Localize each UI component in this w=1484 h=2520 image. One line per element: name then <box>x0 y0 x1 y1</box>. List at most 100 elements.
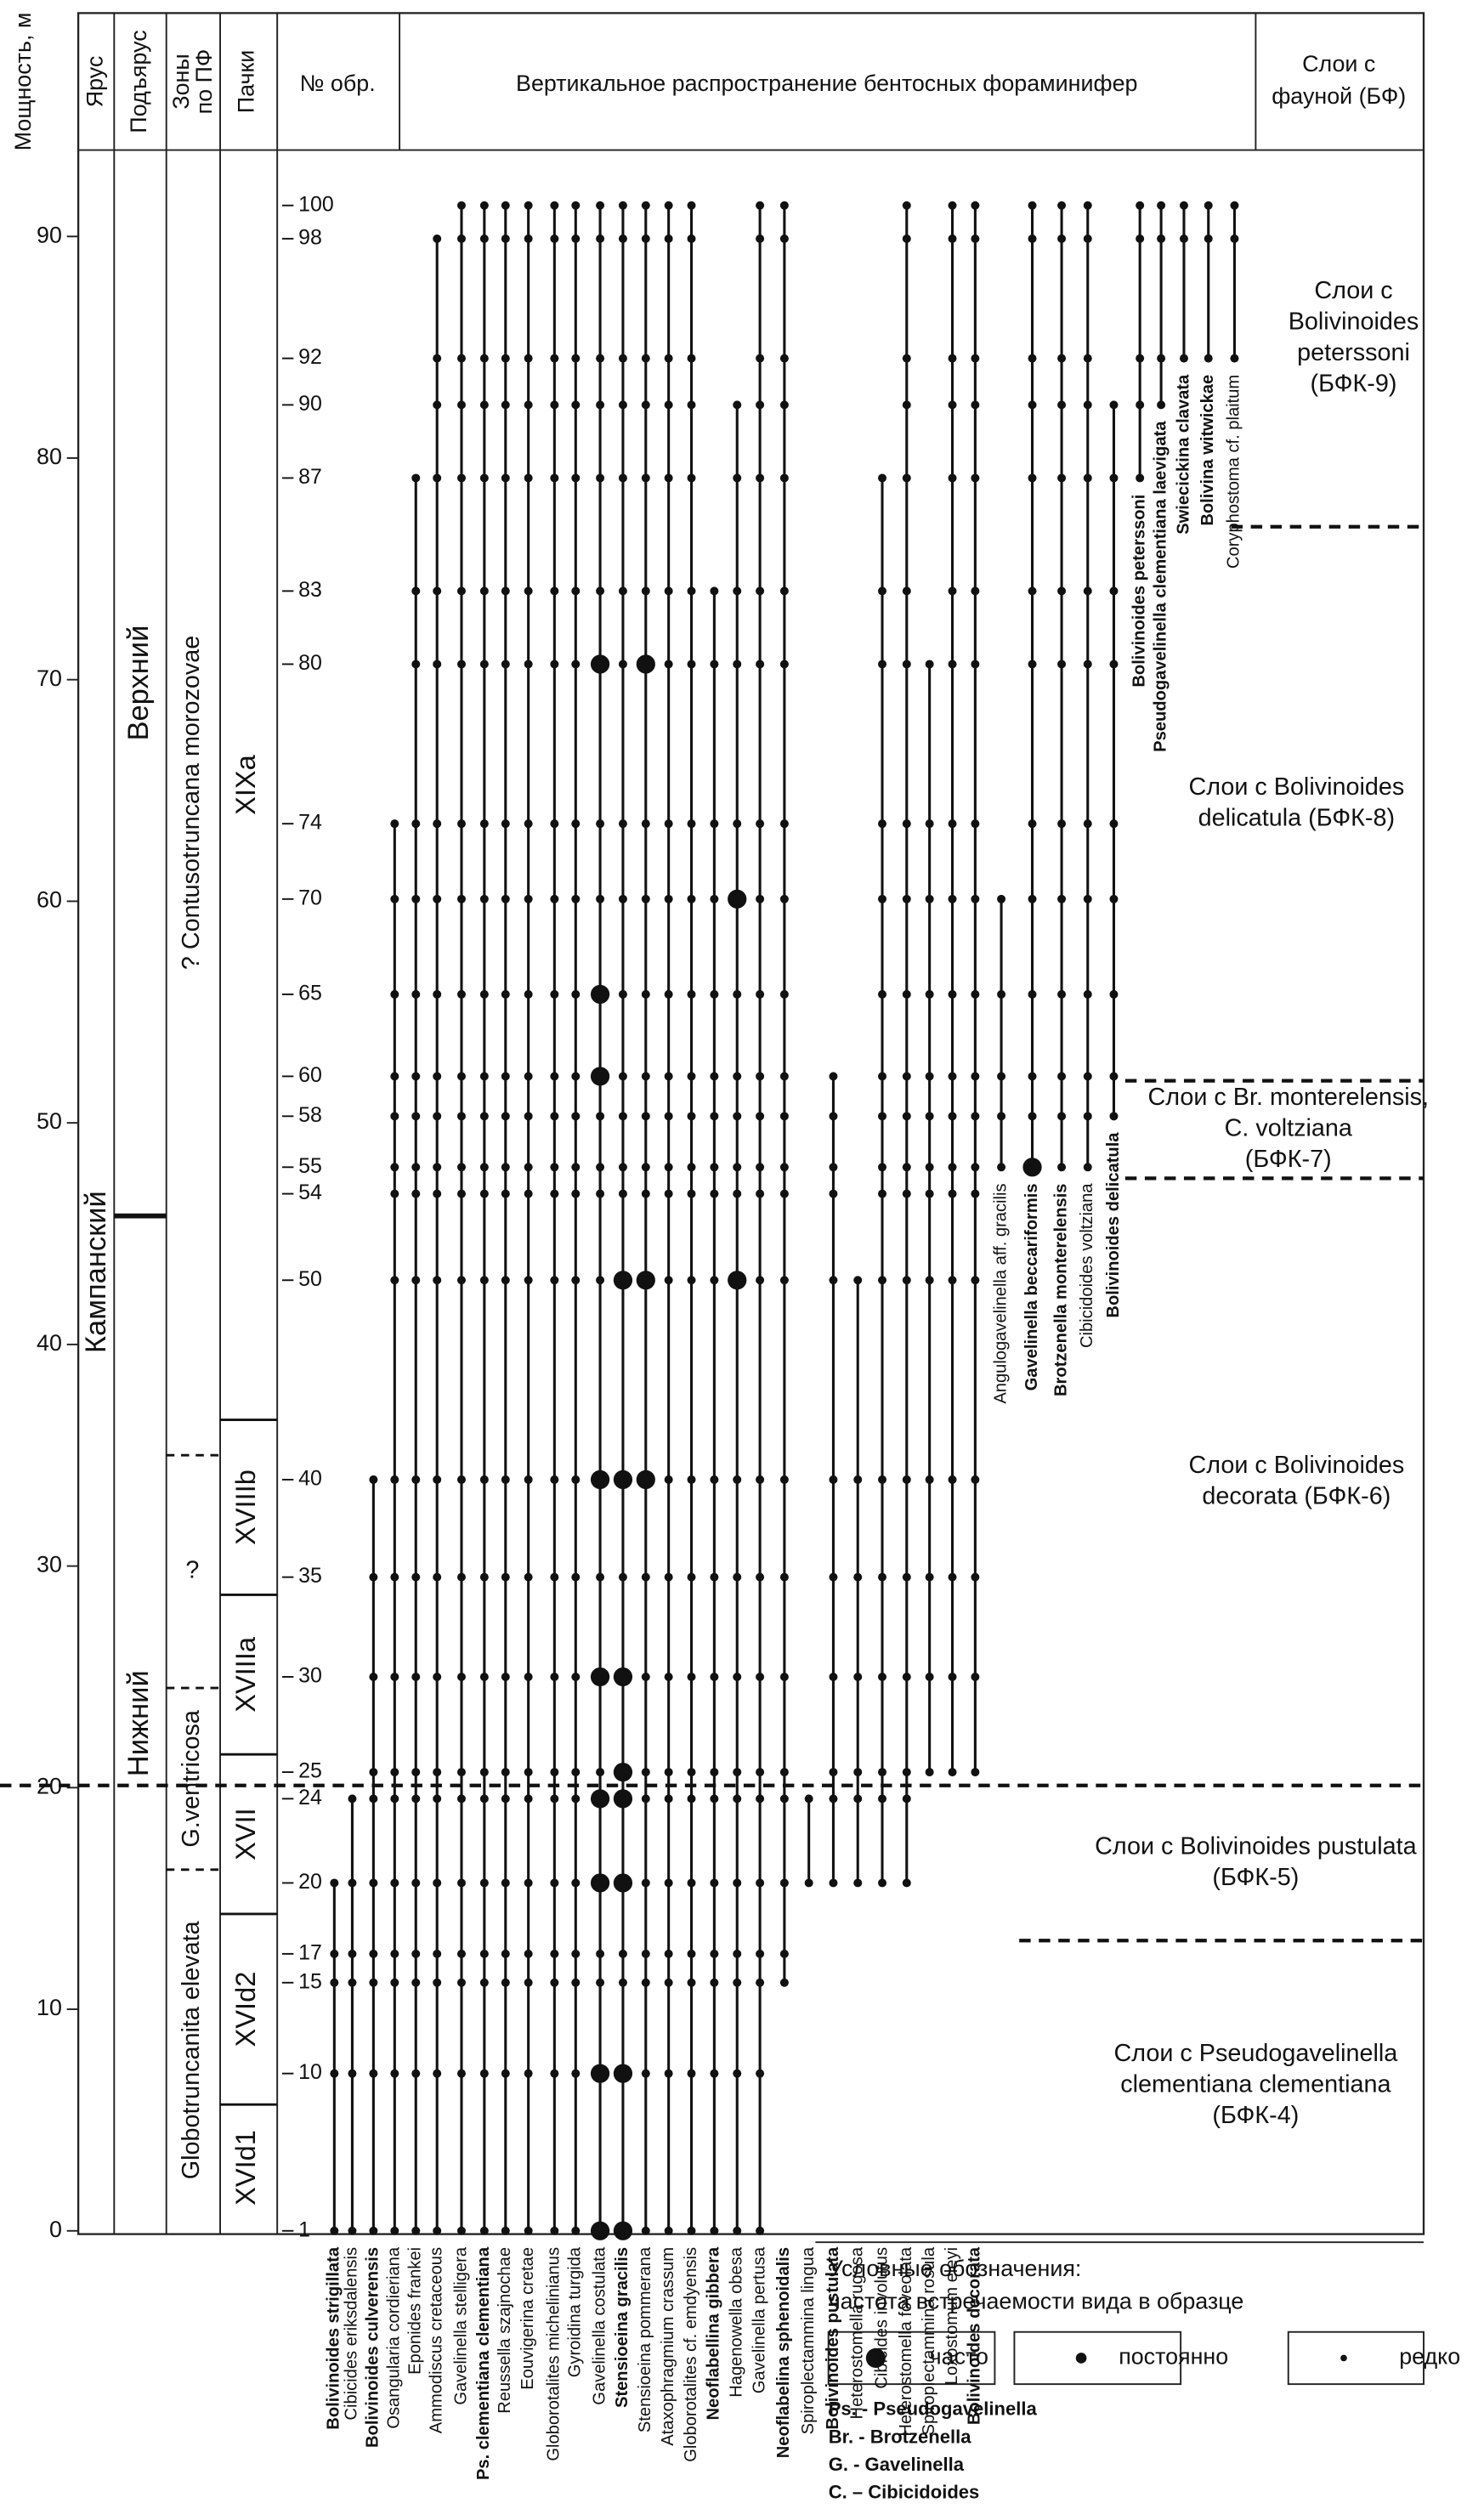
occurrence <box>618 1572 627 1582</box>
occurrence <box>710 1072 719 1081</box>
occurrence <box>664 1768 673 1777</box>
occurrence <box>1083 1072 1092 1081</box>
occurrence <box>596 354 605 363</box>
occurrence <box>779 1768 789 1777</box>
occurrence <box>664 2069 673 2078</box>
occurrence <box>411 1949 421 1958</box>
occurrence <box>664 894 673 903</box>
occurrence <box>1204 354 1213 363</box>
occurrence <box>878 473 886 483</box>
occurrence <box>756 819 765 829</box>
occurrence <box>925 1163 934 1172</box>
occurrence <box>501 473 510 483</box>
occurrence <box>390 1072 399 1081</box>
sample-label: 98 <box>298 225 322 249</box>
occurrence <box>1179 201 1188 210</box>
occurrence <box>411 2069 421 2078</box>
occurrence <box>853 1672 863 1681</box>
occurrence <box>479 989 489 999</box>
occurrence <box>479 1978 489 1987</box>
occurrence <box>571 660 581 669</box>
occurrence <box>1083 989 1092 999</box>
occurrence <box>501 1276 510 1285</box>
occurrence <box>411 1978 421 1987</box>
occurrence <box>390 1768 399 1777</box>
occurrence <box>479 1475 489 1484</box>
occurrence <box>641 1794 650 1804</box>
legend-item: постоянно <box>1119 2344 1228 2370</box>
occurrence <box>997 1112 1006 1121</box>
occurrence <box>571 201 581 210</box>
occurrence <box>779 819 789 829</box>
occurrence <box>456 1949 466 1958</box>
occurrence <box>411 1672 421 1681</box>
occurrence <box>618 1978 627 1987</box>
occurrence <box>733 1672 742 1681</box>
occurrence <box>618 400 627 410</box>
occurrence <box>433 473 442 483</box>
occurrence <box>710 1672 719 1681</box>
occurrence <box>1136 473 1145 483</box>
occurrence <box>971 1475 980 1484</box>
occurrence <box>1157 201 1166 210</box>
occurrence <box>501 201 510 210</box>
sample-label: 65 <box>298 982 322 1005</box>
occurrence <box>390 989 399 999</box>
occurrence <box>618 989 627 999</box>
occurrence <box>456 660 466 669</box>
occurrence <box>710 2069 719 2078</box>
occurrence <box>997 989 1006 999</box>
occurrence <box>369 1878 378 1888</box>
occurrence <box>411 1072 421 1081</box>
occurrence <box>664 201 673 210</box>
occurrence <box>779 1475 789 1484</box>
occurrence <box>664 586 673 596</box>
occurrence <box>411 1189 421 1198</box>
occurrence <box>501 1949 510 1958</box>
occurrence <box>687 1878 696 1888</box>
occurrence <box>779 989 789 999</box>
sample-label: 24 <box>298 1786 322 1809</box>
occurrence <box>664 1978 673 1987</box>
occurrence <box>571 989 581 999</box>
species-label: Swiecickina clavata <box>1174 374 1192 535</box>
zones-label: ? Contusotruncana morozovae <box>178 636 205 970</box>
occurrence <box>479 1276 489 1285</box>
occurrence <box>756 354 765 363</box>
occurrence <box>433 1572 442 1582</box>
occurrence <box>524 1189 533 1198</box>
occurrence <box>733 1189 742 1198</box>
occurrence <box>641 1572 650 1582</box>
occurrence <box>733 1475 742 1484</box>
occurrence <box>479 1572 489 1582</box>
layer-label: Слои с Bolivinoides <box>1188 1452 1404 1479</box>
occurrence <box>501 894 510 903</box>
occurrence <box>479 2226 489 2235</box>
occurrence <box>779 234 789 243</box>
occurrence <box>733 1072 742 1081</box>
occurrence <box>664 660 673 669</box>
species-label: Spiroplectammina rosula <box>920 2246 938 2435</box>
occurrence <box>853 1768 863 1777</box>
occurrence <box>687 234 696 243</box>
occurrence <box>664 1072 673 1081</box>
occurrence <box>829 1163 838 1172</box>
occurrence <box>501 1163 510 1172</box>
occurrence <box>902 1112 911 1121</box>
occurrence <box>641 2226 650 2235</box>
occurrence <box>641 1978 650 1987</box>
occurrence <box>390 1794 399 1804</box>
occurrence <box>433 2069 442 2078</box>
header: по ПФ <box>191 49 217 115</box>
occurrence <box>1109 819 1119 829</box>
occurrence <box>733 586 742 596</box>
occurrence <box>733 1768 742 1777</box>
occurrence <box>596 1189 605 1198</box>
occurrence <box>479 1072 489 1081</box>
frequent-occurrence <box>613 2221 633 2240</box>
occurrence <box>902 819 911 829</box>
occurrence <box>433 1768 442 1777</box>
occurrence <box>925 1276 934 1285</box>
occurrence <box>369 1572 378 1582</box>
occurrence <box>1057 894 1067 903</box>
